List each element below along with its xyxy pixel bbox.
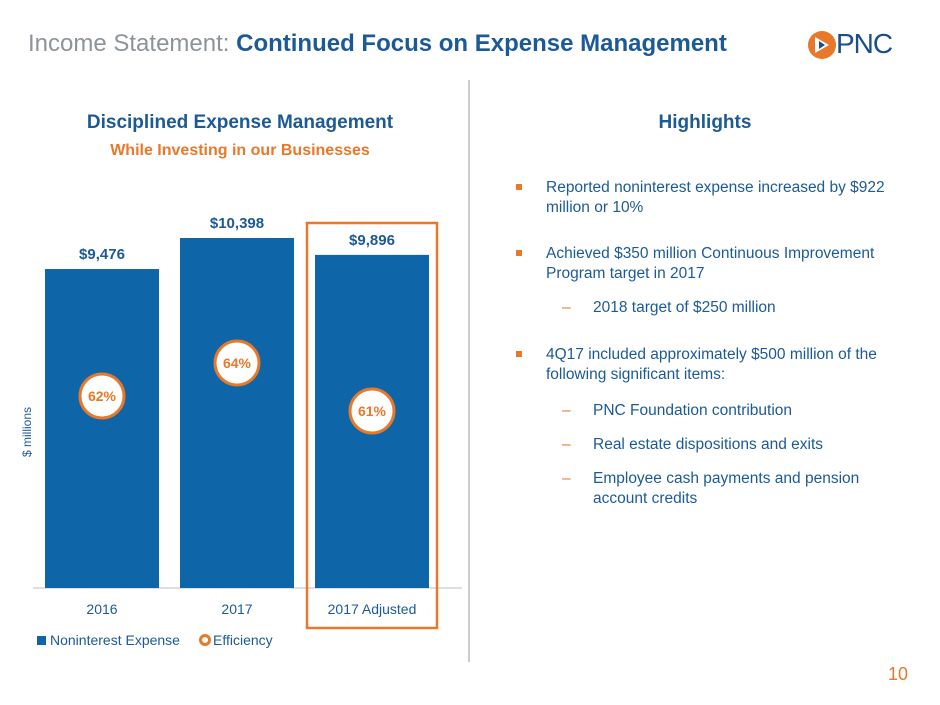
highlight-sub-item: – Real estate dispositions and exits — [510, 435, 910, 455]
highlight-text: PNC Foundation contribution — [593, 402, 793, 419]
efficiency-label: 61% — [358, 403, 387, 419]
pnc-logo — [808, 31, 836, 59]
bullet-marker — [516, 351, 522, 357]
highlight-text: Employee cash payments and pension accou… — [593, 470, 860, 507]
highlight-bullet-item: 4Q17 included approximately $500 million… — [510, 345, 910, 385]
bar-value-label: $9,476 — [79, 246, 125, 263]
efficiency-marker — [213, 339, 261, 387]
dash-marker: – — [562, 436, 571, 453]
legend-swatch-expense — [37, 636, 46, 645]
highlight-bullet-item: Achieved $350 million Continuous Improve… — [510, 244, 910, 284]
highlight-text: 2018 target of $250 million — [593, 299, 776, 316]
bullet-marker — [516, 184, 522, 190]
highlights-list: Reported noninterest expense increased b… — [510, 178, 910, 509]
x-tick-label: 2017 Adjusted — [328, 601, 417, 617]
highlight-sub-item: – PNC Foundation contribution — [510, 401, 910, 421]
highlight-bullet-item: Reported noninterest expense increased b… — [510, 178, 910, 218]
highlight-sub-item: – 2018 target of $250 million — [510, 298, 910, 318]
bar-value-label: $10,398 — [210, 215, 264, 232]
bar-2016 — [45, 269, 159, 588]
title-main: Continued Focus on Expense Management — [236, 30, 727, 57]
efficiency-label: 62% — [88, 388, 117, 404]
legend-swatch-efficiency — [199, 634, 211, 646]
highlight-text: Reported noninterest expense increased b… — [546, 179, 885, 216]
highlight-text: 4Q17 included approximately $500 million… — [546, 346, 877, 383]
title-prefix: Income Statement: — [28, 30, 230, 57]
efficiency-marker — [78, 372, 126, 420]
highlights-title: Highlights — [658, 112, 752, 133]
logo-text: PNC — [836, 28, 893, 59]
efficiency-label: 64% — [223, 355, 252, 371]
bullet-marker — [516, 250, 522, 256]
highlight-sub-item: – Employee cash payments and pension acco… — [510, 469, 910, 509]
page-number: 10 — [888, 664, 909, 684]
efficiency-marker — [348, 387, 396, 435]
chart-title: Disciplined Expense Management — [86, 112, 394, 133]
column-divider — [468, 80, 470, 662]
x-tick-label: 2016 — [86, 601, 117, 617]
expense-bar-chart: $9,476 2016 62% $10,398 2017 64% $9,896 2017 Ad… — [20, 215, 462, 648]
page-title: Income Statement: Continued Focus on Exp… — [28, 30, 727, 58]
chart-subtitle: While Investing in our Businesses — [110, 142, 370, 159]
dash-marker: – — [562, 470, 571, 487]
dash-marker: – — [562, 299, 571, 316]
x-tick-label: 2017 — [221, 601, 252, 617]
highlight-box — [305, 221, 439, 630]
legend-label-expense: Noninterest Expense — [50, 632, 180, 648]
bar-value-label: $9,896 — [349, 232, 395, 249]
y-axis-label: $ millions — [20, 407, 34, 457]
highlight-text: Real estate dispositions and exits — [593, 436, 824, 453]
legend-label-efficiency: Efficiency — [213, 632, 273, 648]
dash-marker: – — [562, 402, 571, 419]
bar-2017 — [180, 238, 294, 588]
highlight-text: Achieved $350 million Continuous Improve… — [546, 245, 875, 282]
